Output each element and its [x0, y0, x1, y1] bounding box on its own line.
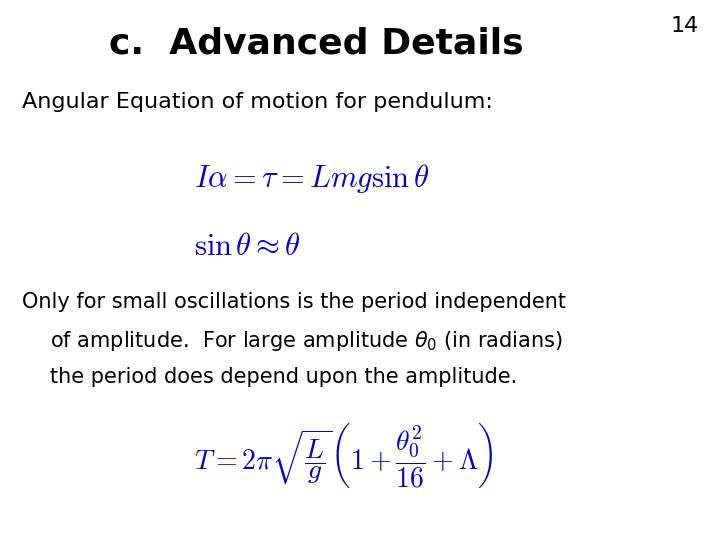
Text: $I\alpha = \tau = Lmg\sin\theta$: $I\alpha = \tau = Lmg\sin\theta$ — [194, 162, 430, 195]
Text: Angular Equation of motion for pendulum:: Angular Equation of motion for pendulum: — [22, 92, 492, 112]
Text: c.  Advanced Details: c. Advanced Details — [109, 27, 524, 61]
Text: $T = 2\pi\sqrt{\dfrac{L}{g}}\left(1+\dfrac{\theta_0^2}{16}+\Lambda\right)$: $T = 2\pi\sqrt{\dfrac{L}{g}}\left(1+\dfr… — [194, 421, 494, 490]
Text: of amplitude.  For large amplitude $\theta_0$ (in radians): of amplitude. For large amplitude $\thet… — [50, 329, 563, 353]
Text: $\sin\theta \approx \theta$: $\sin\theta \approx \theta$ — [194, 232, 301, 261]
Text: 14: 14 — [670, 16, 698, 36]
Text: the period does depend upon the amplitude.: the period does depend upon the amplitud… — [50, 367, 518, 387]
Text: Only for small oscillations is the period independent: Only for small oscillations is the perio… — [22, 292, 566, 312]
